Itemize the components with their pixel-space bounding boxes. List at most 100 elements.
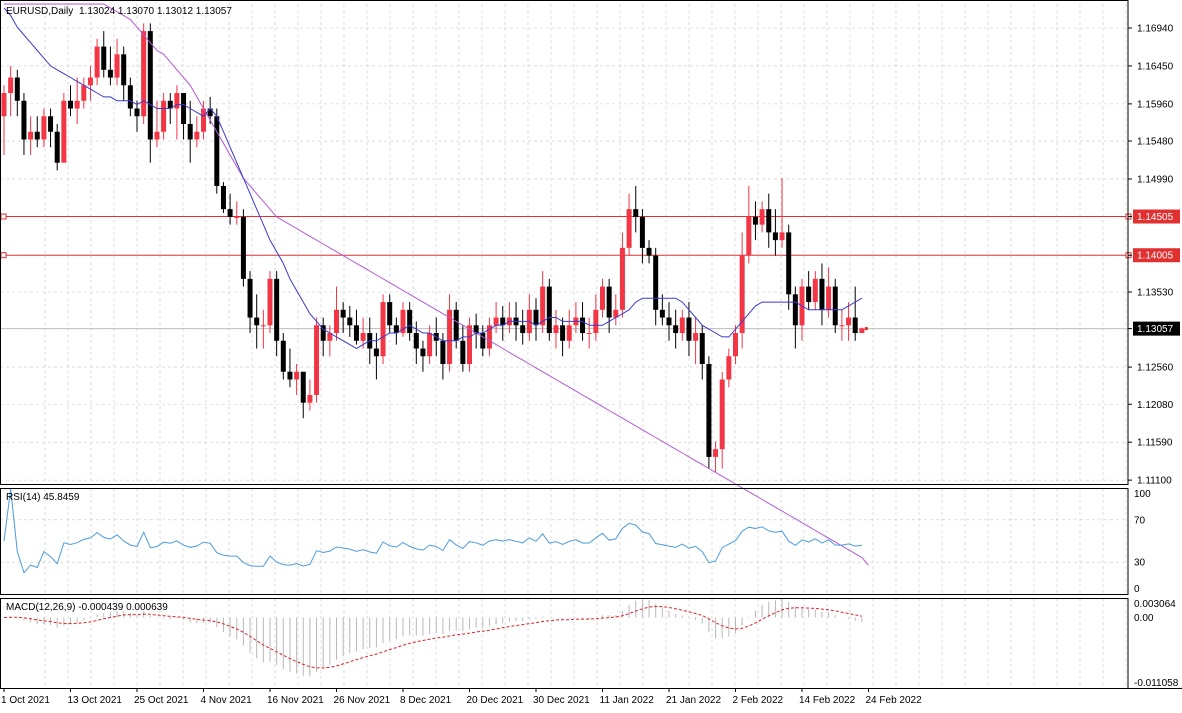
candle-body [307,394,313,403]
candle-body [114,54,120,78]
candle-body [693,333,699,341]
candles [1,23,865,473]
candle-body [181,93,187,124]
candle-body [832,286,838,326]
macd-series [3,598,863,677]
candle-body [746,216,752,256]
candle-body [540,286,546,326]
candle-body [280,340,286,372]
current-price-tag: 1.13057 [1137,324,1174,335]
rsi-series [3,488,862,574]
candle-body [373,348,379,357]
candle-body [413,333,419,349]
resistance-low-tag-bg [1133,248,1180,263]
candle-body [167,100,173,109]
candle-body [194,131,200,140]
candle-body [733,333,738,357]
candle-body [334,309,339,334]
candle-body [247,278,253,318]
candle-body [679,317,685,334]
candle-body [214,116,220,186]
candle-body [81,85,87,101]
candle-body [659,309,665,318]
candle-body [500,317,506,326]
level-anchor [0,252,7,259]
candle-body [154,131,160,140]
candle-body [560,325,566,341]
candle-body [653,255,659,310]
date-tick-label: 11 Jan 2022 [600,695,655,706]
candle-body [121,54,127,86]
candle-body [400,309,406,334]
candle-body [327,333,333,341]
price-tick-label: 1.12560 [1137,363,1174,374]
candle-body [806,286,812,303]
candle-body [240,216,246,279]
candle-body [646,247,652,256]
date-tick-label: 8 Dec 2021 [400,695,452,706]
candle-body [74,100,80,109]
candle-body [460,340,466,364]
candle-body [300,371,306,403]
candle-body [533,309,539,326]
candle-body [626,209,632,248]
candle-body [786,232,792,295]
date-tick-label: 14 Feb 2022 [799,695,856,706]
date-tick-label: 2 Feb 2022 [733,695,784,706]
candle-body [473,325,479,334]
price-tick-label: 1.15480 [1137,137,1174,148]
current-price-tag-bg [1133,321,1180,336]
candle-body [48,116,54,132]
date-tick-label: 13 Oct 2021 [68,695,123,706]
candle-body [141,31,147,117]
horizontal-levels [0,213,1132,330]
date-tick-label: 30 Dec 2021 [533,695,590,706]
price-tick-label: 1.11590 [1137,438,1173,449]
date-tick-label: 25 Oct 2021 [134,695,189,706]
rsi-tick-label: 100 [1134,489,1151,500]
candle-body [606,286,612,318]
candle-body [147,31,153,140]
candle-body [673,325,679,334]
ohlc-readout: 1.13024 1.13070 1.13012 1.13057 [79,6,232,17]
candle-body [61,100,67,163]
candle-body [600,286,605,310]
candle-body [846,317,852,326]
candle-body [839,325,845,327]
candle-body [234,216,240,218]
candle-body [21,100,27,140]
price-tick-label: 1.13530 [1137,288,1174,299]
candle-body [14,77,20,101]
candle-body [267,278,273,326]
candle-body [666,317,672,326]
candle-body [639,216,645,248]
ma-fast-line [3,7,863,350]
candle-body [859,328,865,334]
price-tick-label: 1.15960 [1137,99,1174,110]
candle-body [546,286,552,334]
candle-body [467,325,472,364]
candle-body [174,93,180,109]
macd-tick-label: 0.003064 [1134,599,1176,610]
candle-body [254,317,260,326]
candle-body [453,309,459,341]
candle-body [87,77,93,86]
candle-body [127,85,133,109]
candle-body [566,325,572,341]
symbol-label: EURUSD,Daily [6,6,73,17]
candle-body [619,247,625,310]
candle-body [686,317,692,341]
candle-body [792,294,798,326]
macd-tick-label: 0.00 [1134,613,1154,624]
candle-body [68,100,73,109]
candle-body [134,108,140,117]
panel-frame [0,598,1129,689]
price-tick-label: 1.14990 [1137,174,1174,185]
candle-body [360,333,366,341]
candle-body [320,325,326,341]
candle-body [719,379,725,450]
axis-labels: 1.16940 1.16450 1.15960 1.15480 1.14990 1.145… [1,24,1180,706]
candle-body [294,371,300,380]
candle-body [759,209,765,225]
